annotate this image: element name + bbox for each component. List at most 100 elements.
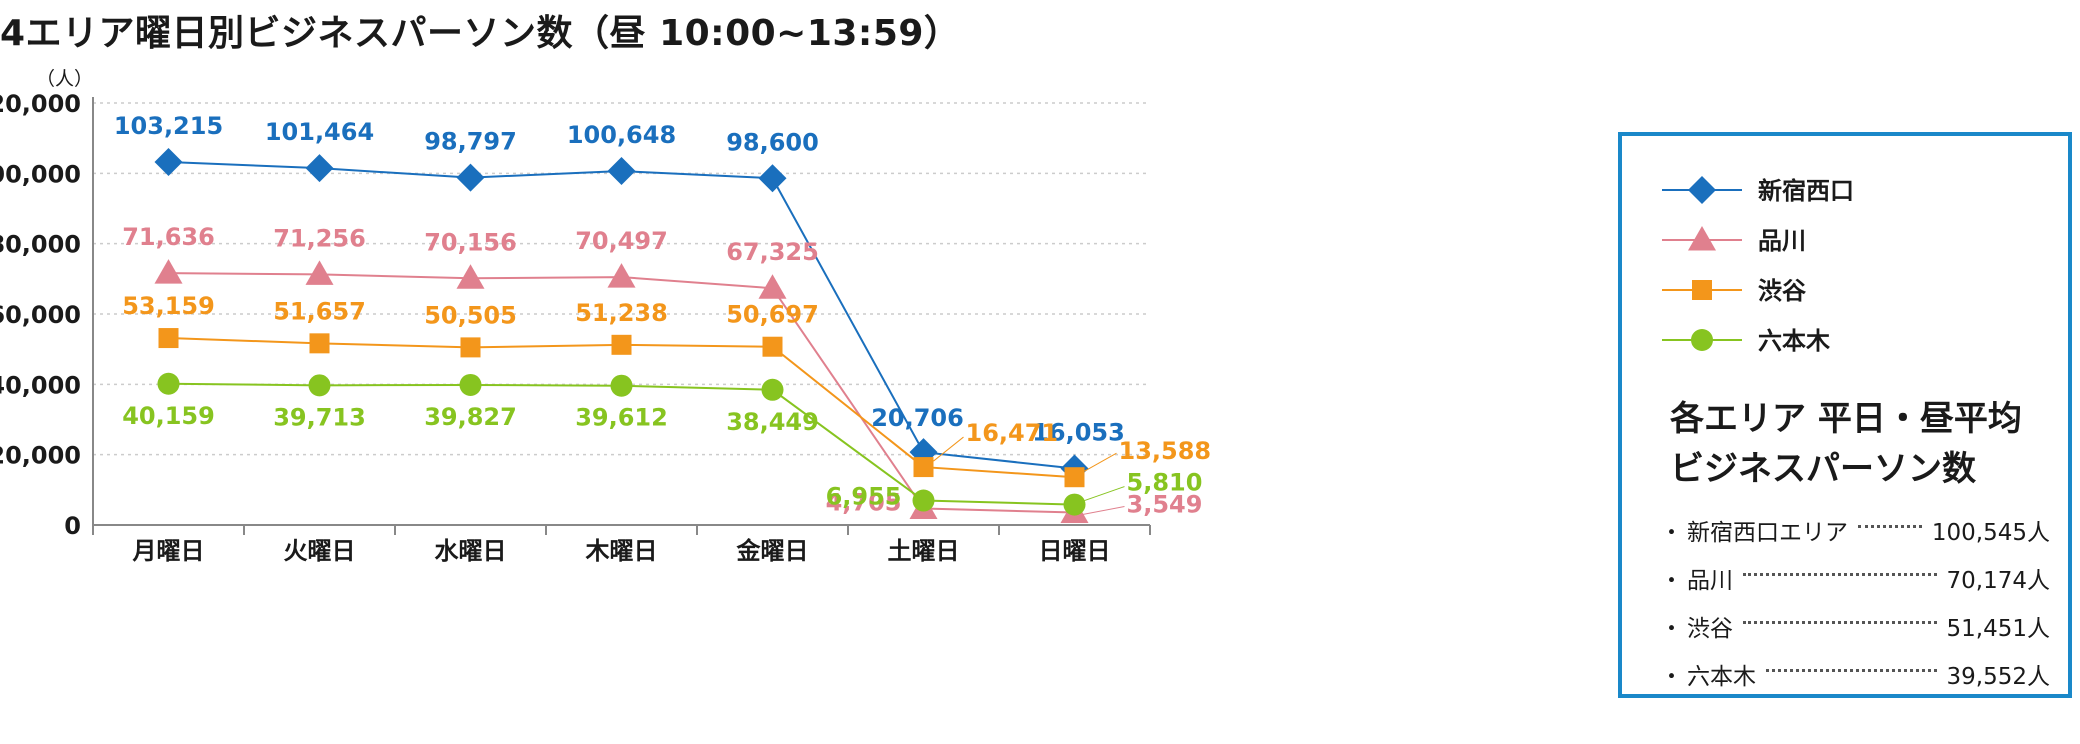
triangle-series-point xyxy=(607,263,636,288)
triangle-series-data-label: 70,497 xyxy=(575,227,668,255)
y-tick-label: 60,000 xyxy=(0,301,81,329)
square-series-data-label: 16,471 xyxy=(966,419,1059,447)
circle-series-label-leader xyxy=(1084,486,1125,502)
diamond-series-data-label: 98,600 xyxy=(726,128,819,156)
square-series-label-leader xyxy=(933,436,964,462)
x-tick-label: 日曜日 xyxy=(1039,537,1111,565)
legend-item: 六本木 xyxy=(1662,327,1831,355)
x-tick-label: 木曜日 xyxy=(585,537,658,565)
summary-bullet: ・ xyxy=(1660,664,1683,690)
summary-bullet: ・ xyxy=(1660,568,1683,594)
circle-series-point xyxy=(1063,493,1086,516)
triangle-series-data-label: 70,156 xyxy=(424,228,517,256)
summary-row: ・ 新宿西口エリア 100,545人 xyxy=(1660,506,2050,554)
x-tick-label: 火曜日 xyxy=(284,537,356,565)
summary-area: 品川 xyxy=(1687,568,1733,594)
triangle-series-data-label: 67,325 xyxy=(726,238,819,266)
summary-value: 100,545人 xyxy=(1931,520,2050,546)
summary-value: 51,451人 xyxy=(1946,616,2050,642)
legend-item: 品川 xyxy=(1662,226,1806,255)
diamond-series-data-label: 101,464 xyxy=(265,118,374,146)
square-series-label-leader xyxy=(1084,452,1117,472)
circle-series-data-label: 6,955 xyxy=(826,483,902,511)
legend-label: 新宿西口 xyxy=(1758,177,1854,205)
triangle-series-label-leader xyxy=(1082,506,1125,516)
square-series-point xyxy=(611,334,632,355)
circle-series-data-label: 39,612 xyxy=(575,404,668,432)
circle-series-point xyxy=(912,489,935,512)
page-title: 4エリア曜日別ビジネスパーソン数（昼 10:00~13:59） xyxy=(0,13,961,54)
summary-row: ・ 品川 70,174人 xyxy=(1660,554,2050,602)
square-series-data-label: 50,697 xyxy=(726,301,819,329)
y-tick-label: 100,000 xyxy=(0,160,81,188)
x-tick-label: 土曜日 xyxy=(888,537,960,565)
circle-series-data-label: 38,449 xyxy=(726,408,819,436)
triangle-series-data-label: 71,256 xyxy=(273,224,366,252)
diamond-series-point xyxy=(607,157,636,186)
square-series-point xyxy=(460,337,481,358)
diamond-series-point xyxy=(305,154,334,183)
x-tick-label: 月曜日 xyxy=(132,537,205,565)
square-series-data-label: 53,159 xyxy=(122,292,215,320)
summary-value: 39,552人 xyxy=(1946,664,2050,690)
square-series-point xyxy=(158,328,179,349)
summary-row: ・ 六本木 39,552人 xyxy=(1660,650,2050,698)
square-series-point xyxy=(762,336,783,357)
summary-list: ・ 新宿西口エリア 100,545人 ・ 品川 70,174人 ・ 渋谷 51,… xyxy=(1660,506,2050,698)
y-tick-label: 120,000 xyxy=(0,90,81,118)
leader-dots xyxy=(1743,572,1937,576)
legend-label: 品川 xyxy=(1758,227,1806,255)
legend-label: 六本木 xyxy=(1758,327,1831,355)
square-series-data-label: 50,505 xyxy=(424,301,517,329)
square-series-data-label: 13,588 xyxy=(1119,437,1212,465)
circle-series-data-label: 39,827 xyxy=(424,403,517,431)
diamond-series-data-label: 103,215 xyxy=(114,112,223,140)
circle-series-point xyxy=(459,373,482,396)
diamond-series-data-label: 16,053 xyxy=(1032,419,1125,447)
legend-marker xyxy=(1688,226,1716,251)
triangle-series-data-label: 3,549 xyxy=(1127,491,1203,519)
summary-bullet: ・ xyxy=(1660,520,1683,546)
y-tick-label: 40,000 xyxy=(0,371,81,399)
circle-series-data-label: 5,810 xyxy=(1127,469,1203,497)
circle-series-data-label: 40,159 xyxy=(122,402,215,430)
line-chart: 0 20,000 40,000 60,000 80,000 100,000 120,000（… xyxy=(0,68,1212,565)
legend-marker xyxy=(1692,280,1712,300)
x-tick-label: 金曜日 xyxy=(736,537,809,565)
summary-area: 新宿西口エリア xyxy=(1687,520,1848,546)
circle-series-line xyxy=(168,382,1075,506)
square-series-data-label: 51,238 xyxy=(575,299,668,327)
triangle-series-point xyxy=(154,259,183,284)
diamond-series-data-label: 100,648 xyxy=(567,121,676,149)
diamond-series-data-label: 20,706 xyxy=(871,404,964,432)
square-series-point xyxy=(1064,467,1085,488)
y-axis-unit-label: （人） xyxy=(36,68,93,90)
triangle-series-point xyxy=(305,260,334,285)
triangle-series-point xyxy=(456,264,485,289)
triangle-series-data-label: 4,705 xyxy=(826,488,902,516)
y-tick-label: 0 xyxy=(64,512,81,540)
leader-dots xyxy=(1743,620,1937,624)
legend-panel: 新宿西口 品川 渋谷 六本木 各エリア 平日・昼平均 ビジネスパーソン数 ・ 新宿西口… xyxy=(1618,132,2072,698)
summary-row: ・ 渋谷 51,451人 xyxy=(1660,602,2050,650)
x-tick-label: 水曜日 xyxy=(435,537,507,565)
legend-marker xyxy=(1691,329,1713,351)
square-series-data-label: 51,657 xyxy=(273,297,366,325)
circle-series-point xyxy=(761,378,784,401)
summary-value: 70,174人 xyxy=(1946,568,2050,594)
legend-marker xyxy=(1688,176,1716,204)
legend-label: 渋谷 xyxy=(1758,277,1807,305)
summary-bullet: ・ xyxy=(1660,616,1683,642)
summary-title: 各エリア 平日・昼平均 ビジネスパーソン数 xyxy=(1670,394,2022,494)
summary-area: 六本木 xyxy=(1687,664,1756,690)
diamond-series-point xyxy=(154,148,183,177)
y-tick-label: 80,000 xyxy=(0,231,81,259)
y-tick-label: 20,000 xyxy=(0,442,81,470)
summary-area: 渋谷 xyxy=(1687,616,1733,642)
summary-title-line1: 各エリア 平日・昼平均 xyxy=(1670,399,2022,439)
legend-item: 渋谷 xyxy=(1662,277,1807,305)
diamond-series-point xyxy=(758,164,787,193)
square-series-point xyxy=(913,457,934,478)
triangle-series-data-label: 71,636 xyxy=(122,223,215,251)
